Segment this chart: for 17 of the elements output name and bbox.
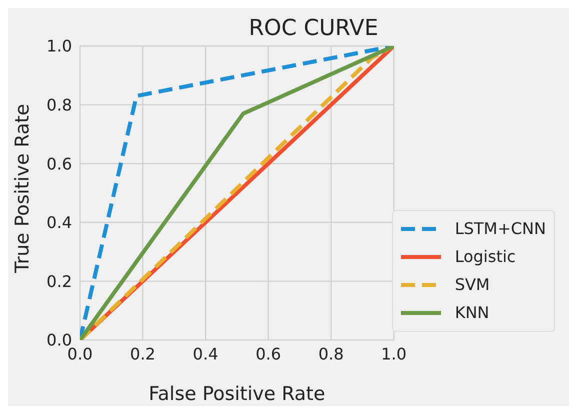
y-tick-label: 0.4 (46, 213, 72, 232)
legend-label: SVM (454, 275, 490, 295)
y-axis-title: True Positive Rate (12, 104, 34, 274)
legend-label: Logistic (454, 247, 516, 267)
x-tick-label: 0.2 (130, 344, 156, 364)
x-axis-title: False Positive Rate (148, 383, 326, 405)
y-tick-label: 1.0 (46, 36, 72, 56)
x-tick-label: 0.8 (318, 344, 344, 364)
legend-label: LSTM+CNN (454, 219, 546, 239)
y-tick-label: 0.6 (46, 154, 72, 174)
x-tick-label: 1.0 (381, 344, 407, 364)
x-tick-label: 0.4 (192, 344, 218, 364)
x-tick-label: 0.6 (256, 344, 282, 364)
y-tick-label: 0.8 (46, 95, 72, 114)
legend-label: KNN (454, 303, 490, 323)
y-tick-label: 0.2 (46, 272, 72, 291)
chart-title: ROC CURVE (248, 16, 378, 41)
